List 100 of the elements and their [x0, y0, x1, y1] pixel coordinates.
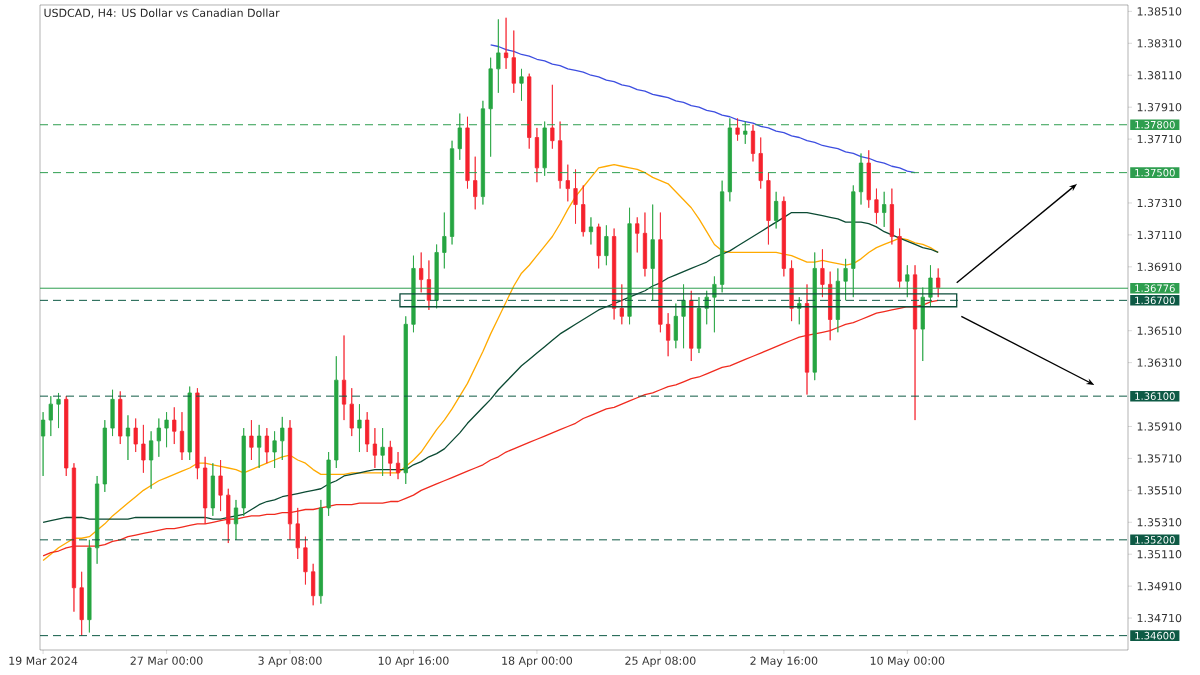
candlestick: [936, 268, 941, 298]
y-tick-label: 1.38110: [1137, 71, 1182, 80]
candlestick: [95, 475, 100, 565]
candlestick: [511, 30, 516, 94]
x-tick-label: 19 Mar 2024: [9, 656, 78, 665]
candlestick: [912, 264, 918, 421]
candlestick: [249, 419, 254, 461]
candlestick: [843, 258, 848, 301]
candlestick: [588, 216, 594, 245]
candlestick: [172, 406, 177, 445]
x-tick-label: 27 Mar 00:00: [130, 656, 203, 665]
candlestick: [442, 212, 447, 269]
ref-line-label: 1.34600: [1135, 631, 1175, 640]
x-tick-label: 3 Apr 08:00: [258, 656, 322, 667]
y-tick-label: 1.38310: [1137, 39, 1182, 48]
candlestick: [557, 121, 563, 189]
candlestick: [766, 172, 771, 245]
y-tick-label: 1.36510: [1137, 326, 1182, 335]
candlestick: [187, 386, 192, 461]
candlestick: [473, 156, 478, 210]
candlestick: [141, 424, 146, 474]
candlestick: [326, 451, 331, 517]
candlestick: [71, 462, 77, 613]
candlestick: [774, 191, 779, 229]
candlestick: [233, 499, 239, 541]
candlestick: [403, 315, 408, 485]
candlestick: [696, 296, 702, 354]
candlestick: [758, 137, 763, 189]
ref-line-label: 1.36700: [1135, 296, 1175, 305]
y-tick-label: 1.35510: [1137, 486, 1182, 495]
candlestick: [604, 224, 609, 266]
candlestick: [503, 17, 509, 70]
candlestick: [334, 355, 339, 469]
candlestick: [87, 539, 92, 633]
candlestick: [210, 462, 215, 517]
x-tick-label: 10 May 00:00: [870, 656, 945, 667]
x-tick-label: 10 Apr 16:00: [378, 656, 449, 667]
chart-title: USDCAD, H4: US Dollar vs Canadian Dollar: [44, 8, 280, 19]
candlestick: [581, 185, 586, 237]
x-tick-label: 2 May 16:00: [750, 656, 818, 667]
y-tick-label: 1.37910: [1137, 103, 1182, 112]
candlestick: [349, 387, 354, 437]
candlestick: [550, 84, 555, 150]
candlestick: [318, 499, 323, 605]
candlestick: [882, 191, 887, 228]
candlestick: [164, 411, 169, 448]
x-tick-label: 18 Apr 00:00: [502, 656, 573, 667]
y-tick-label: 1.35310: [1137, 518, 1182, 527]
candlestick: [465, 116, 470, 189]
candlestick: [380, 427, 385, 477]
candlestick: [496, 18, 501, 94]
candlestick: [118, 390, 123, 445]
candlestick: [851, 185, 856, 298]
candlestick: [635, 216, 640, 253]
candlestick: [218, 459, 223, 512]
y-tick-label: 1.36910: [1137, 262, 1182, 271]
y-tick-label: 1.37310: [1137, 198, 1182, 208]
ref-line-label: 1.35200: [1135, 536, 1175, 544]
candlestick: [179, 411, 185, 461]
candlestick: [357, 403, 362, 453]
candlestick: [280, 416, 285, 461]
candlestick: [272, 430, 277, 469]
y-tick-label: 1.35910: [1137, 422, 1182, 431]
ref-line-label: 1.37800: [1135, 120, 1175, 129]
candlestick: [40, 411, 46, 477]
candlestick: [866, 149, 871, 209]
candlestick: [419, 252, 424, 293]
candlestick: [905, 264, 910, 298]
candlestick: [102, 419, 107, 493]
candlestick: [195, 387, 200, 480]
candlestick: [689, 290, 694, 362]
candlestick: [627, 207, 632, 325]
candlestick: [226, 488, 231, 544]
candlestick: [365, 411, 370, 453]
candlestick: [681, 283, 686, 349]
candlestick: [781, 196, 786, 277]
candlestick: [542, 121, 547, 177]
candlestick: [388, 440, 393, 477]
candlestick: [110, 389, 115, 437]
candlestick: [619, 283, 624, 325]
candlestick: [64, 395, 69, 477]
candlestick: [341, 335, 347, 421]
candlestick: [858, 153, 864, 205]
candlestick: [920, 287, 925, 362]
candlestick: [527, 73, 532, 150]
candlestick: [449, 140, 455, 245]
candlestick: [264, 427, 269, 464]
candlestick: [804, 283, 810, 395]
candlestick: [149, 430, 154, 490]
y-tick-label: 1.34710: [1137, 613, 1182, 623]
candlestick: [897, 228, 902, 288]
candlestick: [743, 121, 748, 145]
candlestick: [303, 536, 308, 585]
candlestick: [311, 563, 316, 606]
ref-line-label: 1.36776: [1135, 284, 1175, 292]
candlestick: [534, 127, 540, 183]
ref-line-label: 1.36100: [1135, 392, 1175, 400]
candlestick: [820, 248, 825, 298]
candlestick: [488, 57, 493, 158]
candlestick: [666, 312, 671, 357]
